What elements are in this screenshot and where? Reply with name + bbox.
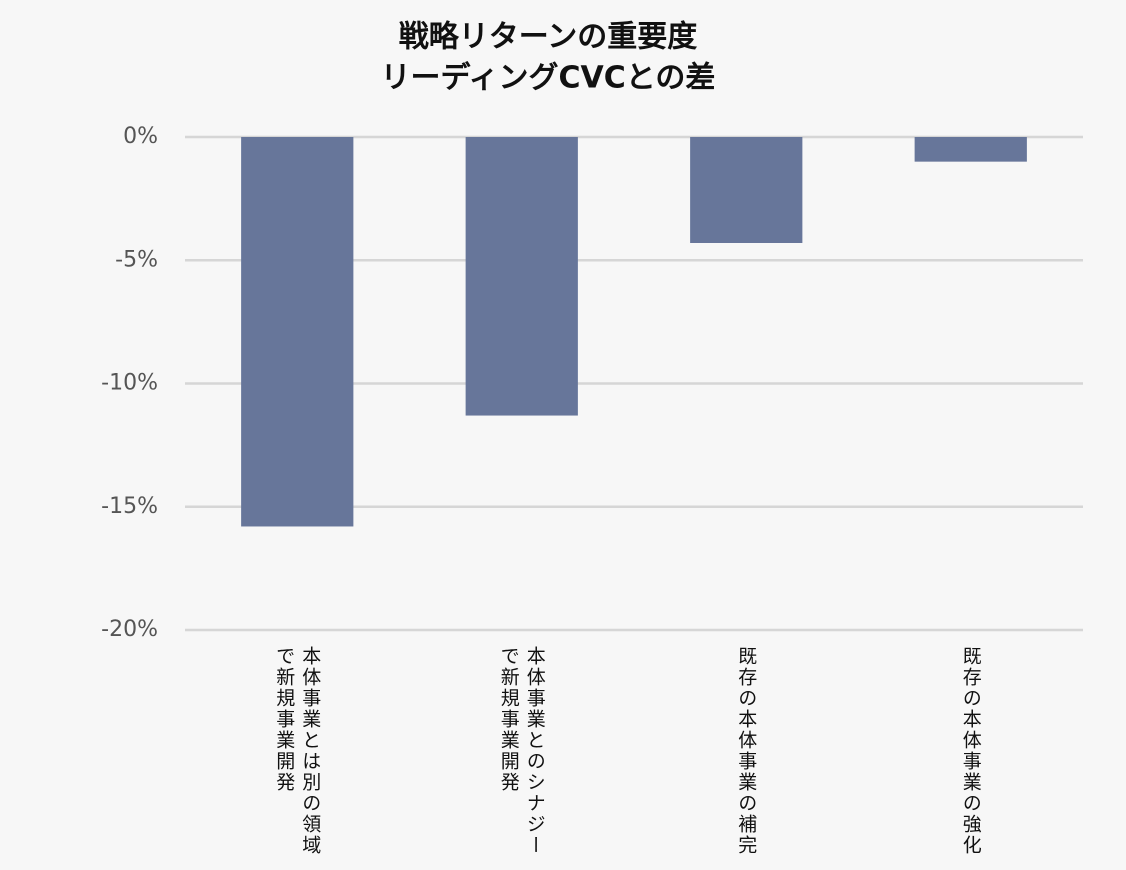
y-tick-label: -20% <box>101 617 158 642</box>
y-tick-label: -15% <box>101 494 158 519</box>
bar <box>241 137 354 527</box>
chart-title: リーディングCVCとの差 <box>381 61 716 96</box>
x-tick-label: 既存の本体事業の補完 <box>735 646 758 856</box>
bar <box>690 137 803 243</box>
bar <box>914 137 1027 162</box>
x-tick-label: 本体事業とのシナジーで新規事業開発 <box>497 646 546 856</box>
x-tick-label: 既存の本体事業の強化 <box>959 646 982 856</box>
x-tick-label: 本体事業とは別の領域で新規事業開発 <box>273 646 322 856</box>
y-tick-label: 0% <box>123 124 158 149</box>
bar <box>465 137 578 416</box>
y-tick-label: -10% <box>101 371 158 396</box>
chart-title: 戦略リターンの重要度 <box>399 20 698 55</box>
y-tick-label: -5% <box>115 247 158 272</box>
